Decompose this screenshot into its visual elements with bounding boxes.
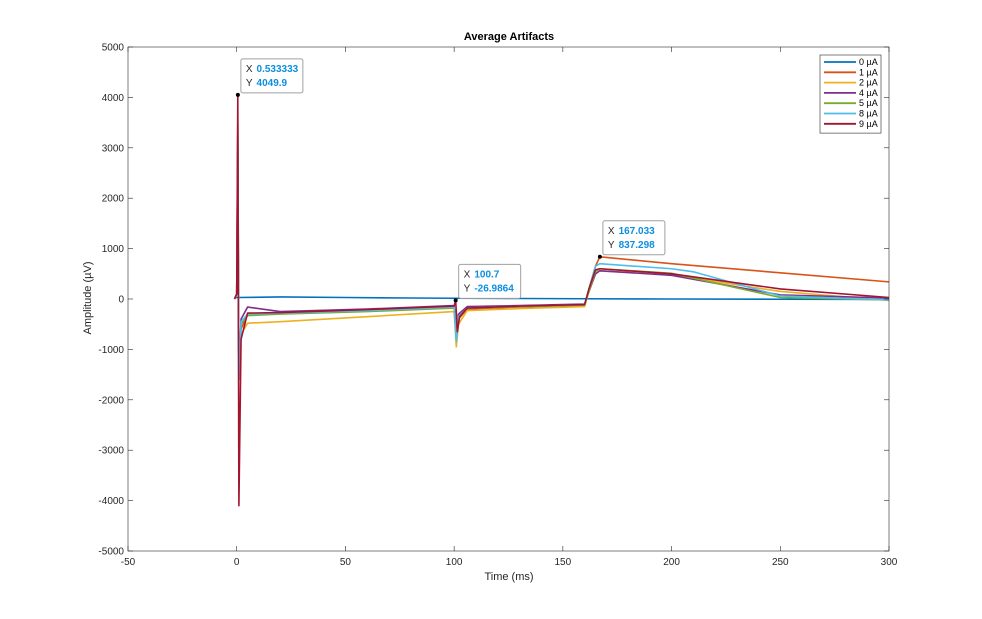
legend-label: 0 µA	[859, 57, 878, 67]
series-line-1	[233, 121, 890, 376]
datatip-x: X 0.533333	[246, 64, 299, 75]
y-tick-label: -5000	[98, 547, 124, 558]
datatip-marker	[453, 298, 458, 303]
x-tick-label: 100	[446, 557, 463, 568]
y-axis-ticks: -5000 -4000 -3000 -2000 -1000 0 1000 2000 3000 40…	[98, 43, 889, 558]
y-tick-label: -4000	[98, 496, 124, 507]
x-tick-label: 50	[340, 557, 352, 568]
x-tick-label: 0	[234, 557, 240, 568]
chart-title: Average Artifacts	[464, 31, 554, 43]
x-tick-label: 150	[555, 557, 572, 568]
datatip-x-value: 0.533333	[257, 64, 299, 75]
y-tick-label: 3000	[102, 143, 125, 154]
x-tick-label: -50	[121, 557, 136, 568]
datatip-x: X 100.7	[464, 269, 500, 280]
y-tick-label: 5000	[102, 43, 125, 54]
y-tick-label: -2000	[98, 395, 124, 406]
x-axis-label: Time (ms)	[484, 571, 533, 583]
datatip-y: Y -26.9864	[464, 283, 515, 294]
y-tick-label: -3000	[98, 446, 124, 457]
x-tick-label: 300	[881, 557, 898, 568]
legend-label: 5 µA	[859, 98, 878, 108]
datatip-x-value: 100.7	[474, 269, 499, 280]
legend-entry-5: 8 µA	[824, 109, 878, 119]
y-tick-label: 4000	[102, 93, 125, 104]
series-line-0	[234, 296, 890, 301]
y-tick-label: 2000	[102, 194, 125, 205]
datatip-x: X 167.033	[608, 226, 655, 237]
datatip-1: X 100.7Y -26.9864	[453, 263, 522, 303]
legend-label: 1 µA	[859, 67, 878, 77]
datatip-x-label: X	[246, 64, 253, 75]
datatip-marker	[235, 92, 240, 97]
datatip-y-value: 4049.9	[257, 78, 288, 89]
series-lines	[233, 94, 890, 507]
legend-entry-0: 0 µA	[824, 57, 878, 67]
series-line-5	[233, 126, 890, 381]
datatip-x-label: X	[464, 269, 471, 280]
legend-label: 9 µA	[859, 119, 878, 129]
legend-label: 2 µA	[859, 78, 878, 88]
legend: 0 µA1 µA2 µA4 µA5 µA8 µA9 µA	[819, 54, 882, 134]
y-tick-label: 0	[118, 295, 124, 306]
datatip-y-label: Y	[608, 240, 615, 251]
datatip-y-value: -26.9864	[474, 283, 514, 294]
y-tick-label: 1000	[102, 244, 125, 255]
legend-label: 8 µA	[859, 109, 878, 119]
x-tick-label: 250	[772, 557, 789, 568]
datatip-marker	[597, 254, 602, 259]
legend-entry-2: 2 µA	[824, 78, 878, 88]
datatip-x-value: 167.033	[619, 226, 656, 237]
datatip-x-label: X	[608, 226, 615, 237]
legend-entry-6: 9 µA	[824, 119, 878, 129]
datatip-y: Y 837.298	[608, 240, 655, 251]
legend-label: 4 µA	[859, 88, 878, 98]
series-line-3	[233, 147, 890, 376]
legend-entry-4: 5 µA	[824, 98, 878, 108]
datatip-box	[602, 220, 666, 256]
x-tick-label: 200	[663, 557, 680, 568]
datatip-y-label: Y	[246, 78, 253, 89]
datatip-2: X 167.033 Y 837.298	[597, 220, 666, 259]
y-axis-label: Amplitude (µV)	[82, 262, 94, 335]
datatip-0: X 0.533333 Y 4049.9	[235, 58, 304, 97]
y-tick-label: -1000	[98, 345, 124, 356]
legend-box	[819, 54, 882, 134]
legend-entry-1: 1 µA	[824, 67, 878, 77]
datatip-box	[458, 263, 522, 299]
legend-entry-3: 4 µA	[824, 88, 878, 98]
datatip-y-label: Y	[464, 283, 471, 294]
datatip-y-value: 837.298	[619, 240, 656, 251]
datatip-y: Y 4049.9	[246, 78, 288, 89]
x-axis-ticks: -50 0 50 100 150 200 250 300	[121, 47, 898, 568]
series-line-4	[233, 136, 890, 381]
series-line-6	[233, 94, 890, 507]
datatip-box	[240, 58, 304, 94]
